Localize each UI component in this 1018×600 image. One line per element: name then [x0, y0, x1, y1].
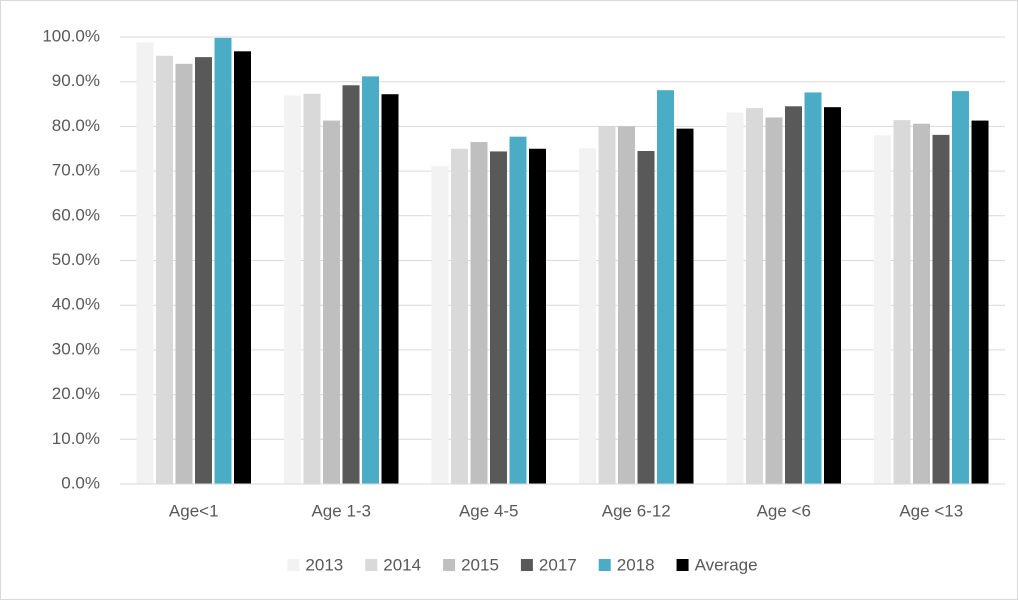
bar — [342, 85, 360, 484]
y-tick-label: 70.0% — [52, 161, 100, 180]
bar — [195, 57, 212, 485]
legend-swatch — [598, 559, 611, 571]
bar — [156, 55, 173, 485]
bar — [657, 90, 674, 485]
bar — [824, 107, 841, 484]
y-tick-label: 40.0% — [52, 295, 100, 314]
legend-swatch — [676, 559, 689, 571]
bar — [785, 106, 802, 484]
bar — [579, 148, 596, 485]
bar — [303, 93, 321, 485]
legend-swatch — [365, 559, 378, 571]
y-tick-label: 80.0% — [52, 116, 100, 135]
bar — [136, 42, 154, 484]
bar — [971, 120, 989, 485]
y-tick-label: 50.0% — [52, 250, 100, 269]
legend-label: 2017 — [539, 555, 577, 574]
x-tick-label: Age <6 — [757, 501, 811, 520]
bar — [676, 128, 694, 484]
bar — [726, 112, 744, 484]
y-tick-label: 90.0% — [52, 71, 100, 90]
x-tick-label: Age 6-12 — [602, 501, 671, 520]
bar — [529, 148, 546, 484]
bar — [381, 94, 399, 484]
bar — [509, 136, 527, 484]
y-tick-label: 10.0% — [52, 429, 100, 448]
bar — [893, 120, 911, 484]
legend-label: 2018 — [617, 555, 655, 574]
bar — [362, 76, 379, 484]
bar — [234, 51, 251, 484]
legend-label: 2014 — [383, 555, 421, 574]
bar — [451, 148, 468, 484]
legend-label: 2015 — [461, 555, 499, 574]
legend-swatch — [287, 559, 300, 571]
bar — [874, 135, 891, 484]
bar — [932, 134, 950, 484]
legend-label: 2013 — [305, 555, 343, 574]
bar — [765, 117, 783, 485]
bar — [323, 120, 340, 485]
bar — [175, 63, 193, 484]
bar — [470, 142, 488, 485]
y-tick-label: 0.0% — [61, 473, 100, 492]
bar — [598, 126, 616, 485]
bar — [284, 95, 301, 484]
y-tick-label: 60.0% — [52, 205, 100, 224]
bar — [804, 92, 822, 484]
bar — [214, 37, 232, 484]
x-tick-label: Age 4-5 — [459, 501, 519, 520]
x-tick-label: Age 1-3 — [311, 501, 371, 520]
x-tick-label: Age <13 — [899, 501, 963, 520]
bar — [952, 91, 969, 484]
y-tick-label: 20.0% — [52, 384, 100, 403]
bar — [431, 165, 449, 484]
y-tick-label: 30.0% — [52, 339, 100, 358]
bar — [490, 151, 507, 484]
legend-swatch — [443, 559, 456, 571]
x-tick-label: Age<1 — [169, 501, 219, 520]
y-tick-label: 100.0% — [42, 26, 100, 45]
bar — [746, 108, 763, 484]
bar — [913, 123, 930, 484]
legend-label: Average — [695, 555, 758, 574]
bar — [637, 150, 655, 485]
bar — [618, 126, 635, 485]
legend-swatch — [520, 559, 533, 571]
